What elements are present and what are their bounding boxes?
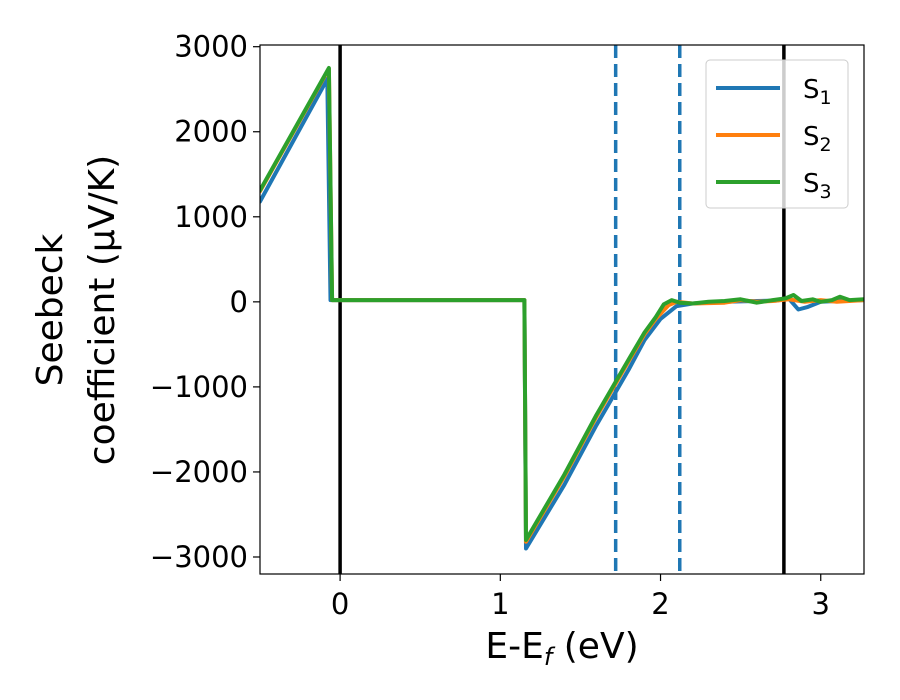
legend-label-3: S3 bbox=[803, 169, 832, 203]
x-axis-label-rest: (eV) bbox=[552, 626, 638, 667]
legend-label-2: S2 bbox=[803, 122, 832, 156]
x-axis-label: E-Ef (eV) bbox=[485, 626, 638, 671]
y-axis-label-line1: Seebeck bbox=[30, 233, 71, 386]
y-tick-label-0: 3000 bbox=[174, 30, 248, 64]
legend-label-1: S1 bbox=[803, 75, 832, 109]
x-tick-label-0: 0 bbox=[331, 587, 349, 621]
plot-frame bbox=[259, 44, 865, 575]
x-tick-label-1: 1 bbox=[491, 587, 509, 621]
y-axis-label-line2: coefficient (μV/K) bbox=[82, 155, 123, 465]
series-lines bbox=[260, 66, 864, 551]
y-axis-label: Seebeck coefficient (μV/K) bbox=[30, 155, 123, 465]
x-tick-label-2: 2 bbox=[651, 587, 669, 621]
y-tick-label-2: 1000 bbox=[174, 200, 248, 234]
y-tick-label-1: 2000 bbox=[174, 115, 248, 149]
x-axis-label-main: E-E bbox=[485, 626, 543, 667]
y-tick-label-4: −1000 bbox=[150, 370, 248, 404]
y-tick-label-6: −3000 bbox=[150, 540, 248, 574]
y-tick-label-3: 0 bbox=[230, 285, 248, 319]
x-tick-label-3: 3 bbox=[812, 587, 830, 621]
series-line-3 bbox=[260, 66, 864, 542]
axis-ticks: 0 1 2 3 3000 2000 1000 0 −1000 −2000 −3000 bbox=[150, 30, 830, 621]
y-tick-label-5: −2000 bbox=[150, 455, 248, 489]
legend: S1 S2 S3 bbox=[705, 59, 849, 209]
